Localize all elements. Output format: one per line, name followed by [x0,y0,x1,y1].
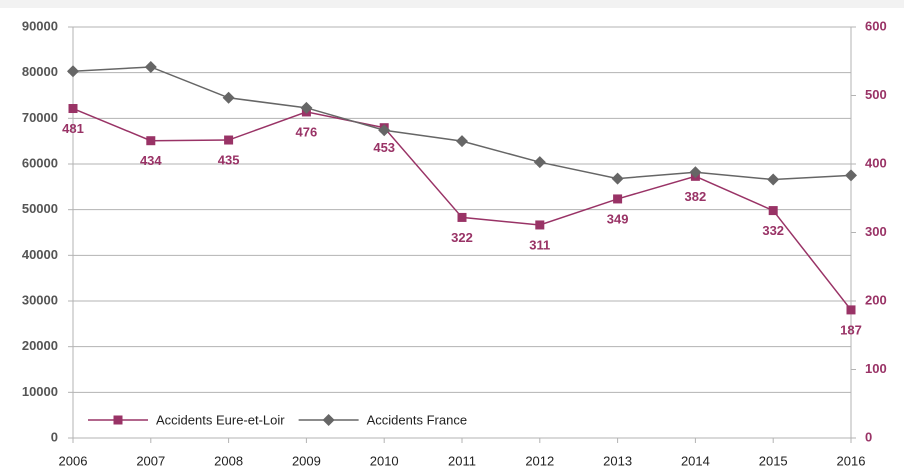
x-tick-label: 2016 [837,453,866,468]
marker [689,166,702,179]
y2-tick-label: 600 [865,18,887,33]
data-label: 322 [451,230,473,245]
data-label: 311 [529,237,550,252]
legend-label: Accidents Eure-et-Loir [156,412,285,427]
y2-tick-label: 0 [865,429,872,444]
data-label: 382 [685,189,707,204]
data-label: 453 [373,140,395,155]
y-tick-label: 10000 [22,384,58,399]
data-label: 187 [840,322,862,337]
series-line [72,66,852,181]
marker [846,305,856,315]
data-label: 476 [296,124,318,139]
y2-tick-label: 500 [865,87,887,102]
marker [300,101,313,114]
y-tick-label: 30000 [22,292,58,307]
marker [144,60,157,73]
marker [68,104,78,114]
x-tick-label: 2010 [370,453,399,468]
marker [113,415,123,425]
y2-tick-label: 400 [865,155,887,170]
y2-tick-label: 200 [865,292,887,307]
x-tick-label: 2011 [448,453,476,468]
top-band [0,0,904,8]
marker [767,173,780,186]
x-tick-label: 2009 [292,453,321,468]
data-label: 481 [62,121,84,136]
x-tick-label: 2007 [136,453,165,468]
marker [457,212,467,222]
y-tick-label: 50000 [22,201,58,216]
marker [613,194,623,204]
marker [322,414,335,426]
y-tick-label: 80000 [22,64,58,79]
x-tick-label: 2013 [603,453,632,468]
legend-label: Accidents France [367,412,467,427]
x-tick-label: 2015 [759,453,788,468]
y-tick-label: 90000 [22,18,58,33]
data-label: 332 [762,223,784,238]
y2-tick-label: 300 [865,224,887,239]
marker [456,135,468,148]
x-tick-label: 2014 [681,453,710,468]
y-tick-label: 40000 [22,247,58,262]
y-tick-label: 70000 [22,110,58,125]
marker [146,136,156,146]
data-label: 435 [218,152,240,167]
x-tick-label: 2008 [214,453,243,468]
marker [378,124,391,137]
data-label: 349 [607,211,629,226]
y-tick-label: 20000 [22,338,58,353]
marker [768,206,778,216]
y-tick-label: 60000 [22,155,58,170]
x-tick-label: 2012 [525,453,554,468]
marker [611,172,624,185]
data-label: 434 [140,153,162,168]
x-tick-label: 2006 [59,453,88,468]
marker [224,135,234,145]
y2-tick-label: 100 [865,361,887,376]
y-tick-label: 0 [51,429,58,444]
legend-background [83,406,482,434]
marker [67,65,79,78]
marker [533,156,546,169]
marker [845,169,857,182]
marker [535,220,545,230]
marker [222,91,235,104]
